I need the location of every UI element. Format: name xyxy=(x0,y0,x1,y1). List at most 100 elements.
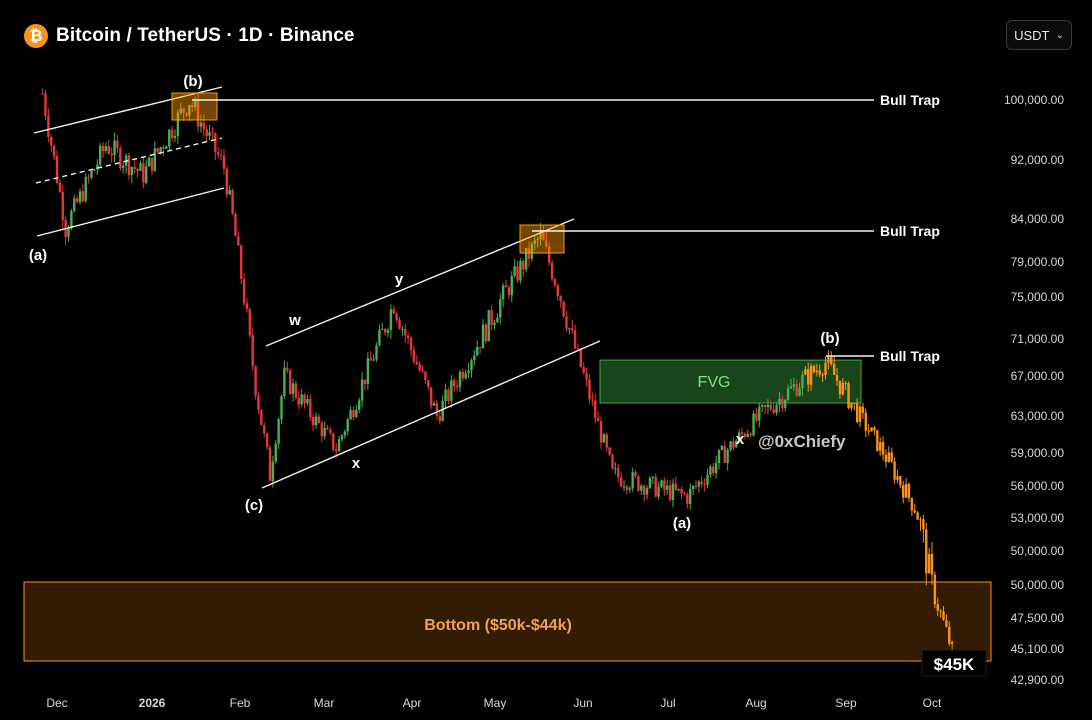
candle xyxy=(274,440,277,464)
candle xyxy=(481,318,485,349)
candle xyxy=(147,156,151,167)
candle xyxy=(470,358,473,378)
candle xyxy=(122,162,125,174)
candle xyxy=(406,332,410,344)
candle xyxy=(372,354,375,362)
candle xyxy=(254,364,257,400)
candle xyxy=(309,394,312,422)
candle xyxy=(648,476,652,490)
projected-candle xyxy=(878,437,882,456)
candle xyxy=(735,438,738,448)
candle xyxy=(145,159,148,185)
candle xyxy=(263,421,266,438)
candle xyxy=(182,107,185,121)
projected-candle xyxy=(815,363,819,377)
y-tick-label: 84,000.00 xyxy=(1011,212,1065,226)
candle xyxy=(245,297,249,313)
candle xyxy=(450,374,453,408)
candle xyxy=(323,421,326,440)
candle xyxy=(602,432,606,443)
candle xyxy=(763,404,767,414)
candle xyxy=(775,403,778,416)
candle xyxy=(663,477,666,496)
candle xyxy=(617,464,620,483)
channel-2-lower xyxy=(261,340,601,489)
candle xyxy=(458,369,462,392)
candle xyxy=(706,468,709,489)
candle xyxy=(41,88,44,95)
candle xyxy=(427,379,430,391)
candle xyxy=(294,380,298,401)
candle xyxy=(168,128,171,151)
candle xyxy=(96,159,99,175)
candle xyxy=(329,427,332,435)
wave-label: (b) xyxy=(820,330,839,347)
x-tick-label: Apr xyxy=(403,696,422,710)
candle xyxy=(162,144,165,156)
channel-2-upper xyxy=(265,218,575,347)
projected-candle xyxy=(893,457,896,484)
fvg-label: FVG xyxy=(698,374,731,391)
projected-candle xyxy=(812,364,816,374)
candle xyxy=(343,429,347,439)
candle xyxy=(591,392,594,406)
candle xyxy=(677,488,680,493)
projected-candle xyxy=(827,350,830,370)
candle xyxy=(689,483,692,510)
projected-candle xyxy=(904,478,908,499)
candle xyxy=(542,225,545,241)
candle xyxy=(599,416,603,450)
candle xyxy=(789,378,793,390)
candle xyxy=(562,300,565,318)
projected-candle xyxy=(838,380,842,399)
candle xyxy=(280,394,283,424)
bull-trap-label: Bull Trap xyxy=(880,223,940,239)
candle xyxy=(435,399,439,420)
candle xyxy=(216,146,220,159)
candle xyxy=(90,169,93,180)
symbol-title: Bitcoin / TetherUS · 1D · Binance xyxy=(56,25,355,46)
candle xyxy=(723,440,726,464)
projected-candle xyxy=(890,447,893,464)
candle xyxy=(453,377,456,393)
candle xyxy=(536,236,539,248)
candle xyxy=(614,462,617,475)
projected-candle xyxy=(936,597,939,617)
candle xyxy=(104,142,108,154)
bull-trap-label: Bull Trap xyxy=(880,92,940,108)
candle xyxy=(248,307,252,339)
candle xyxy=(116,135,119,153)
candle xyxy=(240,244,243,285)
candle xyxy=(193,96,197,111)
candle xyxy=(234,211,237,237)
candle xyxy=(755,408,758,423)
candle xyxy=(326,424,329,431)
wave-label: w xyxy=(288,312,301,329)
candle xyxy=(740,427,744,438)
currency-selector[interactable]: USDT ⌄ xyxy=(1006,20,1072,50)
x-tick-label: Aug xyxy=(745,696,766,710)
candle xyxy=(625,484,629,495)
candle xyxy=(130,166,134,184)
projected-candle xyxy=(861,402,865,419)
candle xyxy=(550,259,554,282)
projected-candle xyxy=(835,368,839,386)
candle xyxy=(657,482,660,500)
bottom-zone-label: Bottom ($50k-$44k) xyxy=(424,617,572,634)
y-tick-label: 45,100.00 xyxy=(1011,642,1065,656)
candle xyxy=(222,148,226,175)
candle xyxy=(55,150,59,184)
projected-candle xyxy=(925,522,928,586)
projected-candle xyxy=(850,402,853,411)
candle xyxy=(798,382,801,397)
candle xyxy=(743,432,747,440)
candle xyxy=(401,325,404,337)
candle xyxy=(559,295,562,308)
candle xyxy=(801,371,804,396)
candle xyxy=(473,349,476,365)
candle xyxy=(729,440,732,452)
bull-trap-box xyxy=(519,224,565,254)
candle xyxy=(381,322,384,331)
candle xyxy=(409,335,413,357)
